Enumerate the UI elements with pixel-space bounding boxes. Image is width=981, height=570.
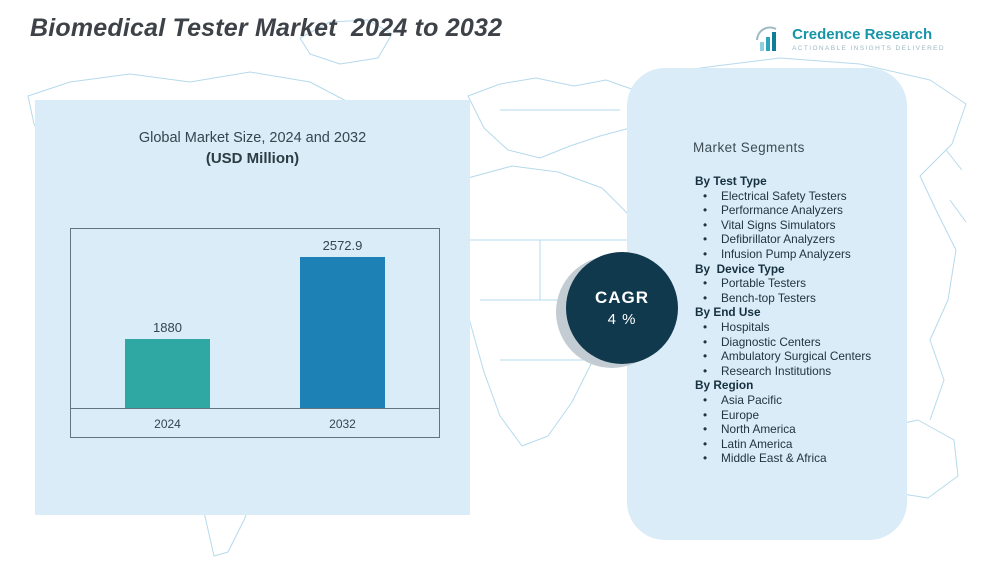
page-title: Biomedical Tester Market 2024 to 2032 [30,14,503,42]
logo-name: Credence Research [792,26,933,43]
list-item-label: Defibrillator Analyzers [721,232,836,247]
segment-group-label-end-use: By End Use [695,305,761,320]
list-item: Diagnostic Centers [693,335,891,350]
bullet-icon [693,291,721,306]
list-item-label: Diagnostic Centers [721,334,821,349]
list-item-label: Infusion Pump Analyzers [721,246,851,261]
chart-title: Global Market Size, 2024 and 2032 [138,130,367,146]
list-item-label: Asia Pacific [721,392,782,407]
bar-chart: 1880 2572.9 2024 2032 [70,228,440,438]
logo-bar-chart-icon [756,26,777,51]
x-tick-2032: 2032 [329,417,356,431]
list-item: Europe [693,408,891,423]
list-item: Ambulatory Surgical Centers [693,349,891,364]
bullet-icon [693,335,721,350]
list-item-label: Electrical Safety Testers [721,188,847,203]
bar-column-2024: 1880 [125,320,210,408]
list-item-label: Bench-top Testers [721,290,816,305]
bullet-icon [693,320,721,335]
list-item-label: Hospitals [721,319,770,334]
cagr-value: 4 % [607,311,637,328]
bar-2032 [300,257,385,408]
list-item: Middle East & Africa [693,451,891,466]
chart-subtitle: (USD Million) [205,150,300,167]
list-item: Bench-top Testers [693,291,891,306]
segment-group-label-region: By Region [695,378,754,393]
market-size-panel: Global Market Size, 2024 and 2032 (USD M… [35,100,470,515]
list-item-label: Middle East & Africa [721,451,827,466]
bullet-icon [693,408,721,423]
segments-list: Market Segments By Test Type Electrical … [693,140,891,466]
segments-heading: Market Segments [693,140,805,155]
bullet-icon [693,218,721,233]
bullet-icon [693,276,721,291]
list-item-label: Vital Signs Simulators [721,217,836,232]
bullet-icon [693,437,721,452]
list-item: Research Institutions [693,364,891,379]
bar-value-label-2024: 1880 [153,320,182,335]
list-item-label: Performance Analyzers [721,203,843,218]
list-item: North America [693,422,891,437]
bullet-icon [693,349,721,364]
cagr-circle: CAGR 4 % [566,252,678,364]
chart-heading: Global Market Size, 2024 and 2032 (USD M… [35,100,470,167]
bullet-icon [693,393,721,408]
logo-tagline: Actionable Insights Delivered [792,45,945,52]
list-item: Portable Testers [693,276,891,291]
bullet-icon [693,232,721,247]
bullet-icon [693,189,721,204]
bar-2024 [125,339,210,408]
bullet-icon [693,422,721,437]
list-item-label: North America [721,422,796,437]
cagr-badge: CAGR 4 % [556,252,678,368]
bullet-icon [693,451,721,466]
list-item: Performance Analyzers [693,203,891,218]
bullet-icon [693,247,721,262]
list-item-label: Europe [721,407,760,422]
x-axis: 2024 2032 [71,417,439,431]
bullet-icon [693,203,721,218]
plot-area: 1880 2572.9 [71,229,439,409]
list-item-label: Portable Testers [721,276,807,291]
list-item: Infusion Pump Analyzers [693,247,891,262]
list-item-label: Ambulatory Surgical Centers [721,349,872,364]
list-item-label: Latin America [721,436,793,451]
bar-value-label-2032: 2572.9 [322,238,363,253]
credence-research-logo: Credence Research Actionable Insights De… [754,26,945,56]
bullet-icon [693,364,721,379]
logo-text: Credence Research Actionable Insights De… [792,26,945,52]
bar-column-2032: 2572.9 [300,238,385,408]
list-item: Defibrillator Analyzers [693,232,891,247]
segment-group-label-device-type: By Device Type [695,261,785,276]
cagr-label: CAGR [594,288,650,307]
list-item: Asia Pacific [693,393,891,408]
list-item-label: Research Institutions [721,363,832,378]
x-tick-2024: 2024 [154,417,181,431]
list-item: Latin America [693,437,891,452]
list-item: Electrical Safety Testers [693,189,891,204]
list-item: Hospitals [693,320,891,335]
segment-group-label-test-type: By Test Type [695,174,767,188]
list-item: Vital Signs Simulators [693,218,891,233]
